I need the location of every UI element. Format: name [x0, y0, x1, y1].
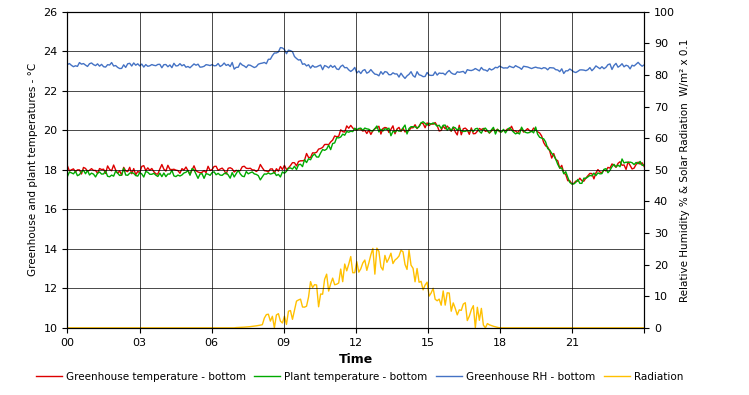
Line: Greenhouse RH - bottom: Greenhouse RH - bottom — [67, 47, 644, 78]
Greenhouse RH - bottom — [640, 62, 649, 67]
Greenhouse RH - bottom — [63, 62, 72, 67]
Greenhouse RH - bottom — [401, 76, 410, 81]
Greenhouse RH - bottom — [276, 45, 285, 50]
Greenhouse temperature - bottom — [354, 126, 363, 131]
Radiation — [63, 325, 72, 330]
Plant temperature - bottom — [575, 181, 584, 186]
Plant temperature - bottom — [593, 171, 602, 175]
Plant temperature - bottom — [569, 182, 578, 186]
Line: Radiation: Radiation — [67, 248, 644, 328]
Greenhouse temperature - bottom — [549, 151, 558, 156]
Radiation — [640, 325, 649, 330]
Plant temperature - bottom — [63, 174, 72, 179]
X-axis label: Time: Time — [339, 353, 373, 366]
Greenhouse RH - bottom — [561, 68, 570, 73]
Greenhouse temperature - bottom — [575, 176, 584, 181]
Greenhouse temperature - bottom — [560, 170, 568, 175]
Greenhouse temperature - bottom — [63, 164, 72, 168]
Greenhouse RH - bottom — [575, 68, 584, 72]
Radiation — [354, 270, 363, 275]
Radiation — [113, 325, 122, 330]
Greenhouse RH - bottom — [357, 71, 366, 76]
Radiation — [560, 325, 568, 330]
Plant temperature - bottom — [354, 126, 363, 131]
Radiation — [549, 325, 558, 330]
Plant temperature - bottom — [549, 153, 558, 158]
Y-axis label: Greenhouse and plant temperatures - °C: Greenhouse and plant temperatures - °C — [28, 63, 38, 276]
Greenhouse RH - bottom — [551, 67, 560, 72]
Radiation — [592, 325, 601, 330]
Plant temperature - bottom — [113, 171, 122, 175]
Greenhouse temperature - bottom — [640, 164, 649, 169]
Y-axis label: Relative Humidity % & Solar Radiation  W/m² x 0.1: Relative Humidity % & Solar Radiation W/… — [680, 38, 691, 301]
Line: Plant temperature - bottom: Plant temperature - bottom — [67, 122, 644, 184]
Greenhouse temperature - bottom — [113, 171, 122, 176]
Greenhouse temperature - bottom — [567, 181, 576, 186]
Plant temperature - bottom — [560, 171, 568, 176]
Radiation — [372, 246, 381, 250]
Plant temperature - bottom — [419, 119, 428, 124]
Greenhouse RH - bottom — [113, 65, 122, 70]
Radiation — [573, 325, 582, 330]
Legend: Greenhouse temperature - bottom, Plant temperature - bottom, Greenhouse RH - bot: Greenhouse temperature - bottom, Plant t… — [31, 367, 688, 386]
Greenhouse RH - bottom — [593, 65, 602, 70]
Line: Greenhouse temperature - bottom: Greenhouse temperature - bottom — [67, 122, 644, 184]
Plant temperature - bottom — [640, 163, 649, 167]
Greenhouse temperature - bottom — [593, 167, 602, 172]
Greenhouse temperature - bottom — [431, 120, 440, 125]
